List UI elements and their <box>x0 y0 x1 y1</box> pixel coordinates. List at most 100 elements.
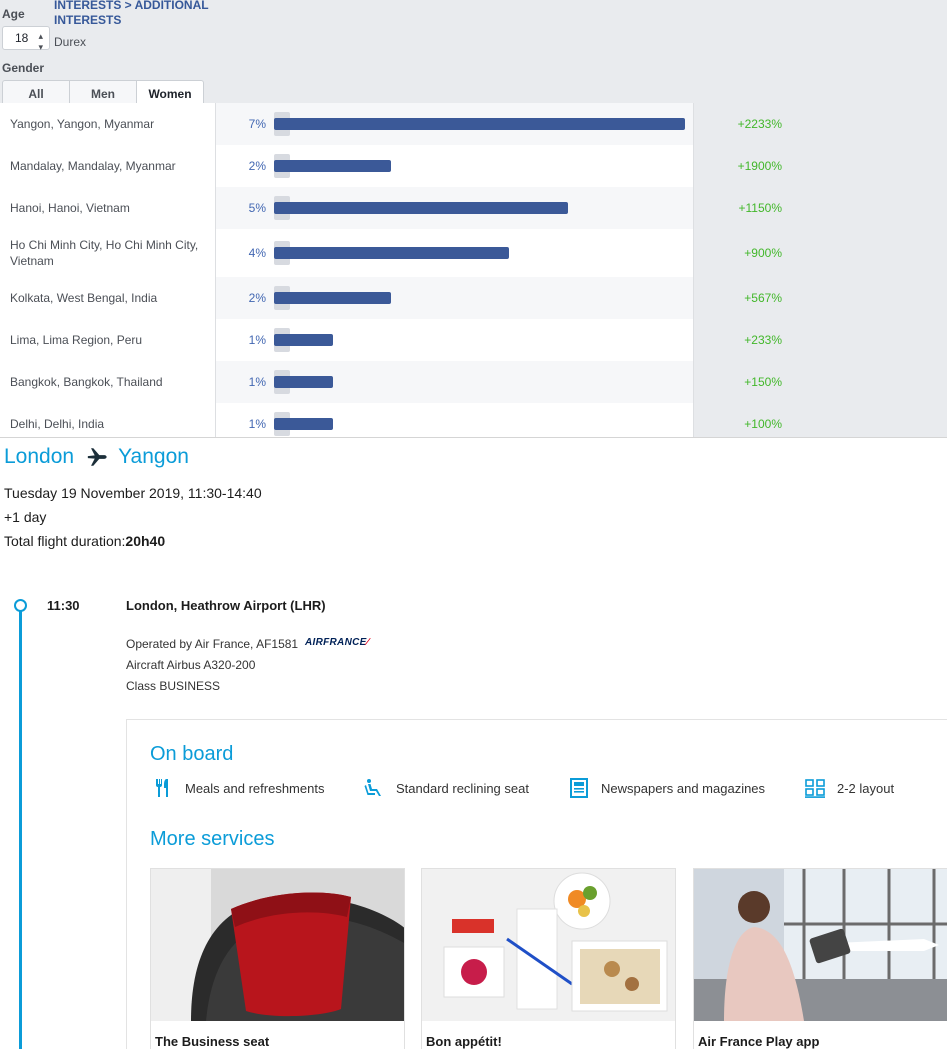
location-delta: +1150% <box>694 187 782 229</box>
service-label: Air France Play app <box>698 1034 820 1049</box>
feature-label: Standard reclining seat <box>396 780 529 796</box>
location-delta: +900% <box>694 229 782 277</box>
location-name: Ho Chi Minh City, Ho Chi Minh City, Viet… <box>0 229 216 277</box>
location-name: Bangkok, Bangkok, Thailand <box>0 361 216 403</box>
location-delta: +567% <box>694 277 782 319</box>
location-percent: 1% <box>216 361 274 403</box>
age-select[interactable]: 18 ▴ ▾ <box>2 26 50 52</box>
service-card-play-app[interactable]: Air France Play app <box>693 868 947 1049</box>
service-label: Bon appétit! <box>426 1034 502 1049</box>
plane-icon <box>87 448 107 466</box>
feature-layout: 2-2 layout <box>805 778 894 798</box>
air-france-logo: AIRFRANCE∕ <box>305 637 369 648</box>
location-percent: 1% <box>216 403 274 437</box>
location-bar-cell <box>274 187 694 229</box>
tab-women[interactable]: Women <box>136 80 204 106</box>
travel-class: Class BUSINESS <box>126 679 221 693</box>
location-name: Kolkata, West Bengal, India <box>0 277 216 319</box>
location-bar-cell <box>274 277 694 319</box>
service-label: The Business seat <box>155 1034 270 1049</box>
location-delta: +1900% <box>694 145 782 187</box>
location-name: Hanoi, Hanoi, Vietnam <box>0 187 216 229</box>
play-app-photo <box>694 869 947 1021</box>
location-bar-cell <box>274 319 694 361</box>
destination-city: Yangon <box>118 445 189 468</box>
location-percent: 2% <box>216 145 274 187</box>
business-seat-illustration <box>151 869 404 1021</box>
location-bar <box>274 202 568 214</box>
location-percent: 5% <box>216 187 274 229</box>
age-label: Age <box>2 7 25 21</box>
feature-newspapers: Newspapers and magazines <box>569 778 765 798</box>
timeline-dot-icon <box>14 599 27 612</box>
fork-knife-icon <box>156 779 168 797</box>
feature-seat: Standard reclining seat <box>364 778 529 798</box>
tab-all[interactable]: All <box>2 80 70 106</box>
departure-airport: London, Heathrow Airport (LHR) <box>126 598 326 613</box>
age-value: 18 <box>15 31 29 45</box>
location-bar <box>274 118 685 130</box>
location-row: Ho Chi Minh City, Ho Chi Minh City, Viet… <box>0 229 782 277</box>
feature-meals: Meals and refreshments <box>153 778 324 798</box>
location-delta: +2233% <box>694 103 782 145</box>
top-locations-table: Yangon, Yangon, Myanmar 7% +2233% Mandalay,… <box>0 103 782 437</box>
flight-details: London Yangon Tuesday 19 November 2019, … <box>0 437 947 1049</box>
location-row: Bangkok, Bangkok, Thailand 1% +150% <box>0 361 782 403</box>
location-row: Kolkata, West Bengal, India 2% +567% <box>0 277 782 319</box>
location-bar-cell <box>274 145 694 187</box>
gender-tabs: All Men Women <box>2 80 204 106</box>
location-name: Mandalay, Mandalay, Myanmar <box>0 145 216 187</box>
location-bar <box>274 418 333 430</box>
aircraft-info: Aircraft Airbus A320-200 <box>126 658 256 672</box>
duration-value: 20h40 <box>125 533 166 549</box>
reclining-seat-icon <box>364 779 381 796</box>
location-bar-cell <box>274 361 694 403</box>
location-row: Delhi, Delhi, India 1% +100% <box>0 403 782 437</box>
feature-label: Meals and refreshments <box>185 780 325 796</box>
origin-city: London <box>4 445 75 468</box>
audience-insights-panel: Age 18 ▴ ▾ INTERESTS > ADDITIONAL INTERES… <box>0 0 947 437</box>
meal-photo <box>422 869 675 1021</box>
location-name: Yangon, Yangon, Myanmar <box>0 103 216 145</box>
location-name: Delhi, Delhi, India <box>0 403 216 437</box>
location-row: Yangon, Yangon, Myanmar 7% +2233% <box>0 103 782 145</box>
location-bar-cell <box>274 403 694 437</box>
location-row: Hanoi, Hanoi, Vietnam 5% +1150% <box>0 187 782 229</box>
on-board-heading: On board <box>150 743 234 765</box>
location-bar <box>274 160 391 172</box>
seat-layout-icon <box>805 779 825 798</box>
flight-date: Tuesday 19 November 2019, 11:30-14:40 <box>4 485 262 501</box>
stepper-arrows-icon: ▴ ▾ <box>38 31 43 52</box>
airline-logo-text: AIRFRANCE <box>305 637 367 648</box>
location-delta: +100% <box>694 403 782 437</box>
onboard-card <box>126 719 947 1049</box>
breadcrumb[interactable]: INTERESTS > ADDITIONAL INTERESTS <box>54 0 209 27</box>
location-bar <box>274 292 391 304</box>
interest-name: Durex <box>54 35 87 49</box>
location-percent: 4% <box>216 229 274 277</box>
service-card-business-seat[interactable]: The Business seat <box>150 868 405 1049</box>
location-delta: +233% <box>694 319 782 361</box>
service-card-bon-appetit[interactable]: Bon appétit! <box>421 868 676 1049</box>
location-bar-cell <box>274 103 694 145</box>
location-percent: 1% <box>216 319 274 361</box>
location-percent: 2% <box>216 277 274 319</box>
location-bar <box>274 247 509 259</box>
feature-label: Newspapers and magazines <box>601 780 766 796</box>
location-row: Mandalay, Mandalay, Myanmar 2% +1900% <box>0 145 782 187</box>
location-bar <box>274 376 333 388</box>
location-bar <box>274 334 333 346</box>
meal-illustration <box>422 869 675 1021</box>
gender-label: Gender <box>2 61 45 75</box>
departure-time: 11:30 <box>47 598 80 613</box>
location-row: Lima, Lima Region, Peru 1% +233% <box>0 319 782 361</box>
business-seat-photo <box>151 869 404 1021</box>
location-bar-cell <box>274 229 694 277</box>
route-title: London Yangon <box>4 445 189 469</box>
newspaper-icon <box>570 778 588 798</box>
feature-label: 2-2 layout <box>837 780 895 796</box>
timeline-line <box>19 605 22 1049</box>
more-services-heading: More services <box>150 828 275 850</box>
play-app-illustration <box>694 869 947 1021</box>
operated-by: Operated by Air France, AF1581 <box>126 637 299 651</box>
